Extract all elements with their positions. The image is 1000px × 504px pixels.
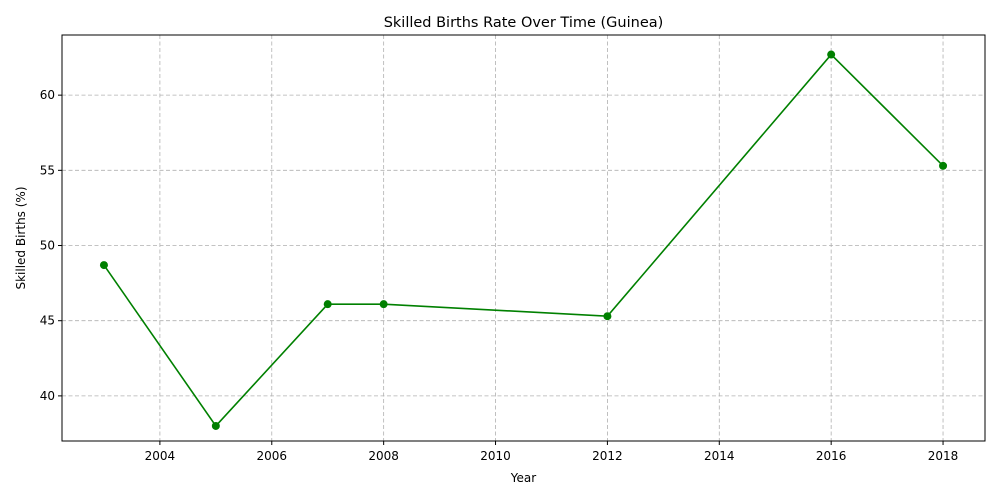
x-tick-label: 2004 <box>145 449 176 463</box>
plot-frame <box>61 34 986 442</box>
x-tick-label: 2018 <box>928 449 959 463</box>
x-tick-label: 2006 <box>256 449 287 463</box>
data-point <box>99 261 108 270</box>
x-tick-label: 2014 <box>704 449 735 463</box>
y-tick-label: 40 <box>40 389 55 403</box>
axis-ticks: 2004 2006 2008 2010 2012 2014 2016 2018 40 45 50 55… <box>40 88 959 463</box>
y-tick-label: 55 <box>40 163 55 177</box>
y-tick-label: 45 <box>40 314 55 328</box>
data-point <box>603 312 612 321</box>
x-axis-label: Year <box>510 471 536 485</box>
x-tick-label: 2008 <box>368 449 399 463</box>
grid <box>62 35 985 441</box>
x-tick-label: 2012 <box>592 449 623 463</box>
data-point <box>939 161 948 170</box>
y-axis-label: Skilled Births (%) <box>14 186 28 289</box>
y-tick-label: 60 <box>40 88 55 102</box>
y-tick-label: 50 <box>40 239 55 253</box>
x-tick-label: 2010 <box>480 449 511 463</box>
series-layer <box>99 50 948 430</box>
data-point <box>211 421 220 430</box>
series-line <box>103 53 944 428</box>
chart-title: Skilled Births Rate Over Time (Guinea) <box>384 15 664 31</box>
x-tick-label: 2016 <box>816 449 847 463</box>
data-point <box>379 300 388 309</box>
data-point <box>827 50 836 59</box>
data-point <box>323 300 332 309</box>
